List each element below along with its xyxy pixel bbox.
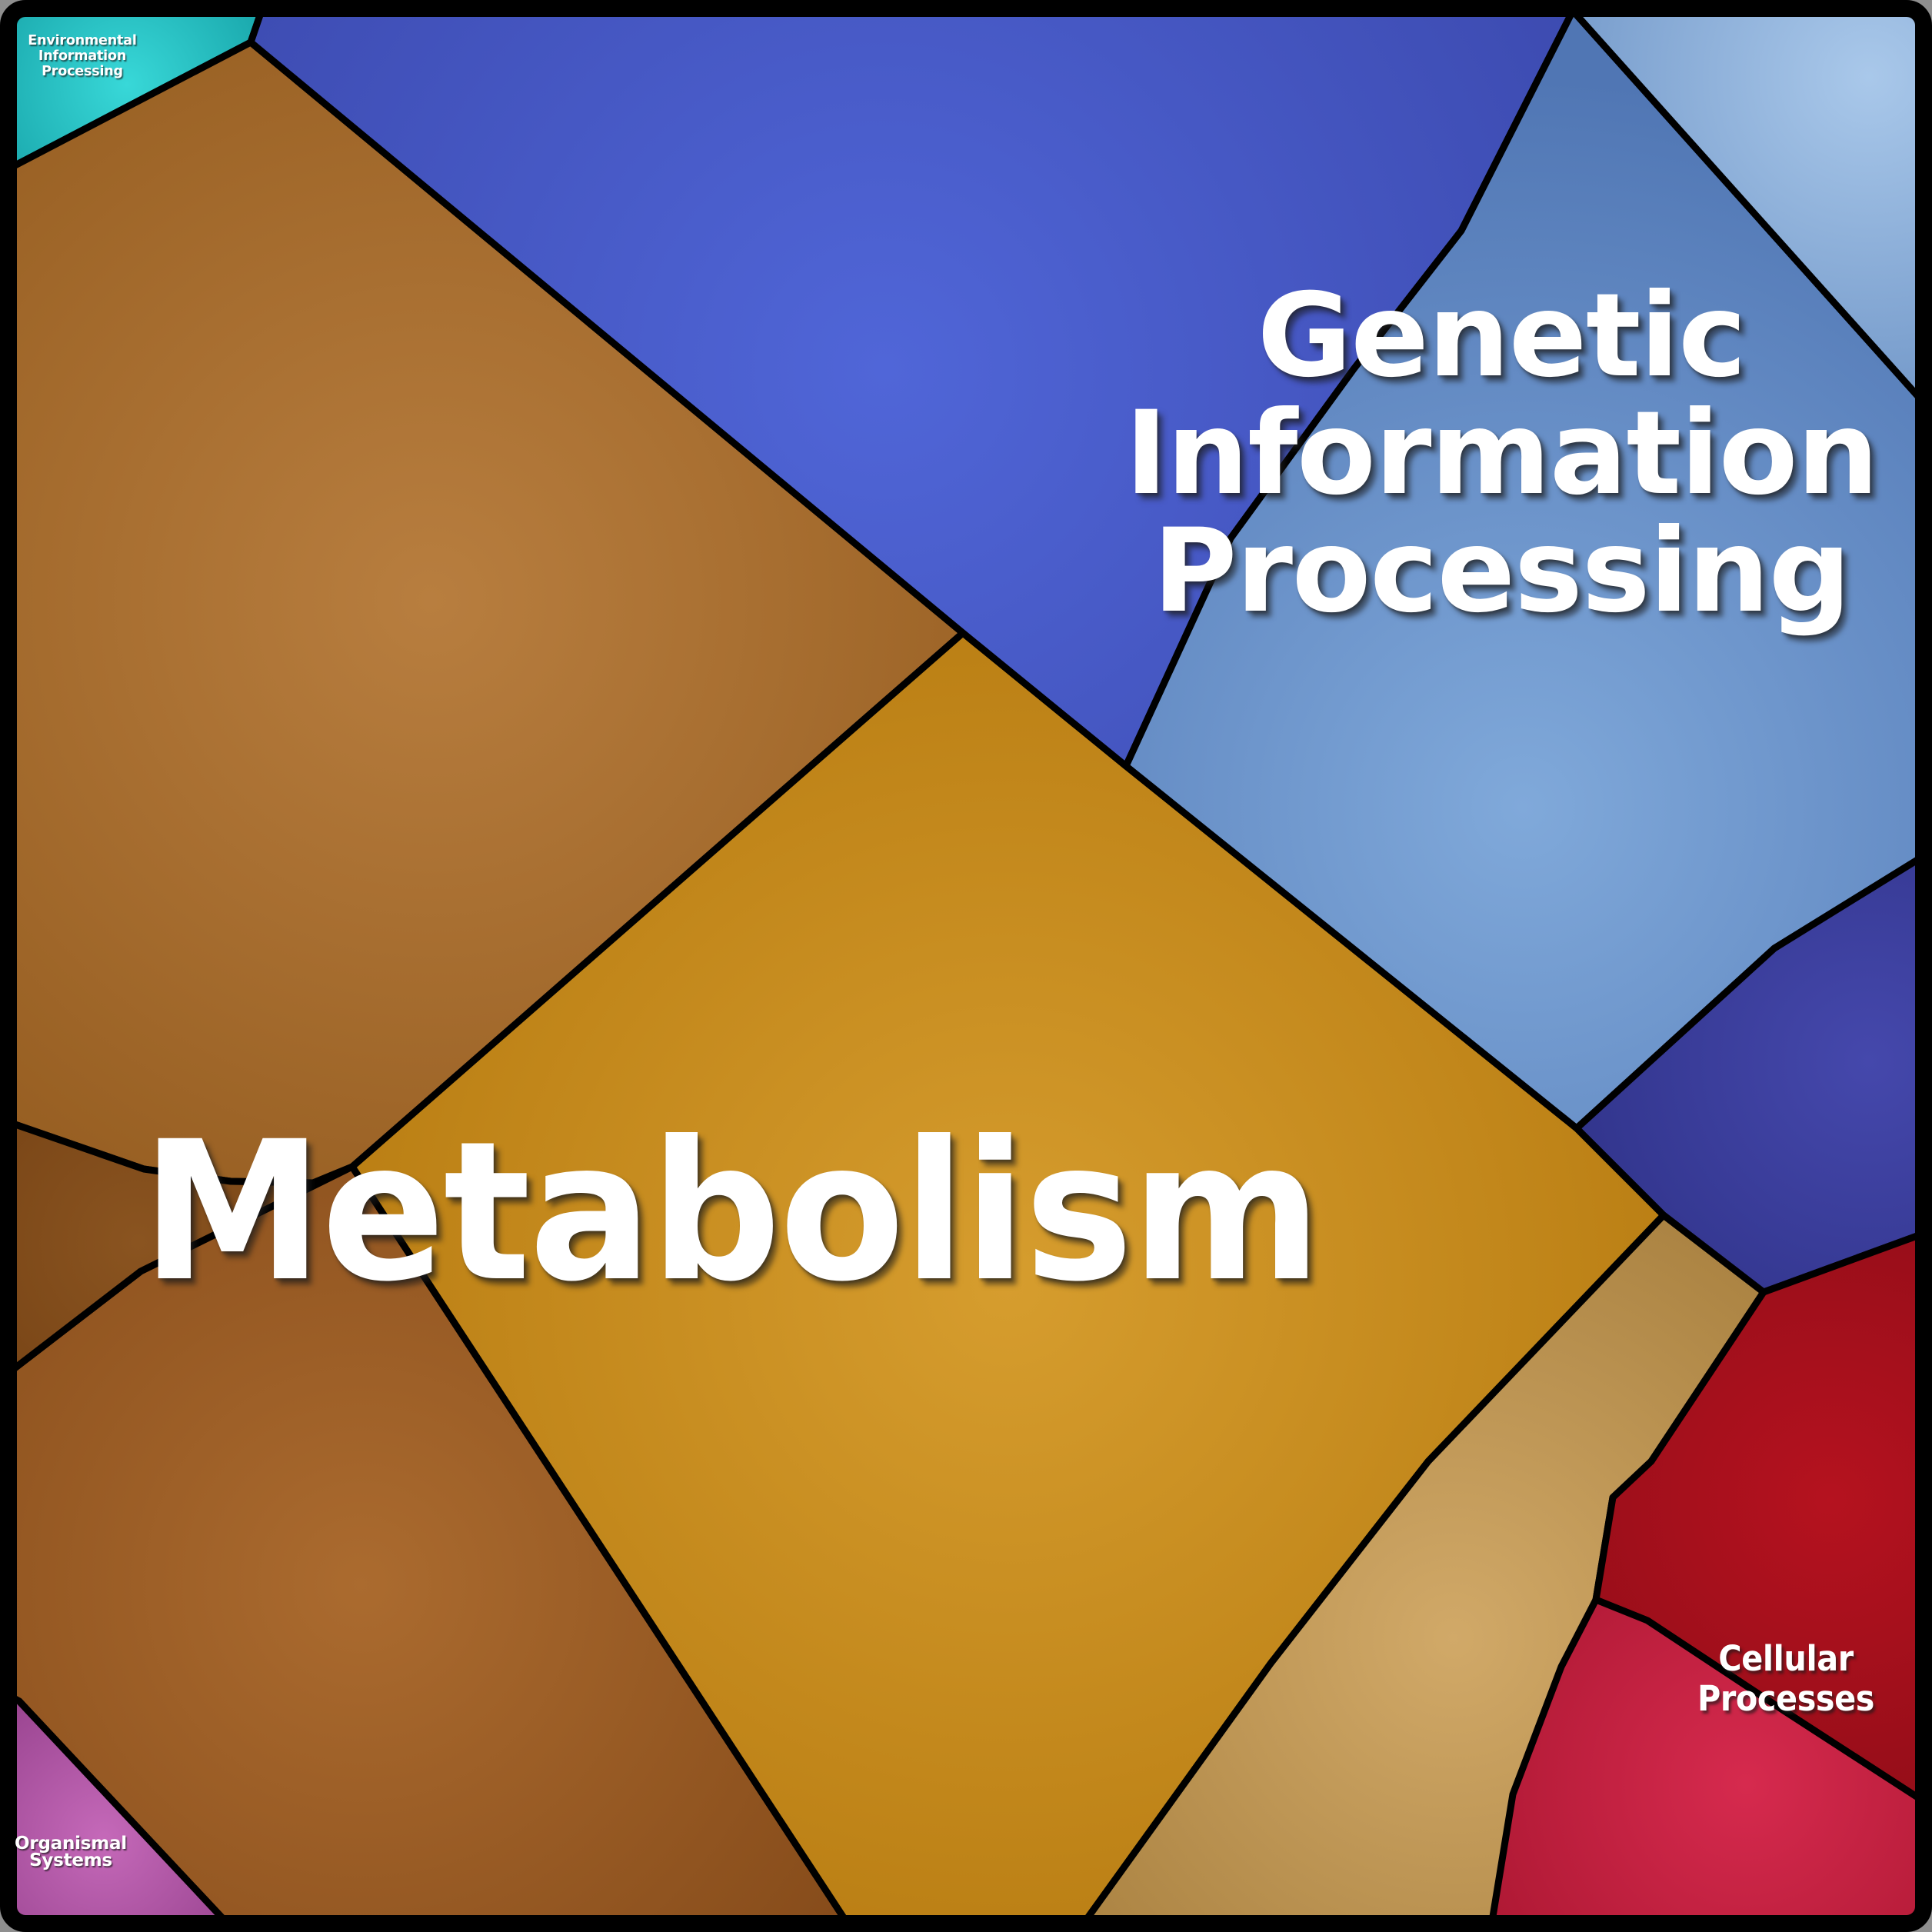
label-os-line-2: Systems (29, 1850, 112, 1870)
label-gip-line-2: Information (1125, 387, 1878, 521)
labels-layer: Metabolism Genetic Information Processin… (15, 33, 1879, 1870)
label-metabolism: Metabolism (142, 1100, 1322, 1324)
label-cellular-processes: Cellular Processes (1697, 1639, 1874, 1719)
label-environmental-information-processing: Environmental Information Processing (28, 33, 137, 79)
label-gip-line-1: Genetic (1257, 269, 1746, 403)
label-cp-line-1: Cellular (1718, 1639, 1854, 1679)
label-eip-line-3: Processing (42, 64, 123, 79)
label-metabolism-text: Metabolism (142, 1100, 1320, 1324)
label-os-line-1: Organismal (15, 1834, 127, 1854)
label-eip-line-1: Environmental (28, 33, 136, 48)
label-genetic-information-processing: Genetic Information Processing (1125, 269, 1879, 638)
label-gip-line-3: Processing (1153, 505, 1850, 638)
label-organismal-systems: Organismal Systems (15, 1834, 127, 1870)
label-eip-line-2: Information (38, 48, 126, 64)
label-cp-line-2: Processes (1697, 1679, 1874, 1719)
